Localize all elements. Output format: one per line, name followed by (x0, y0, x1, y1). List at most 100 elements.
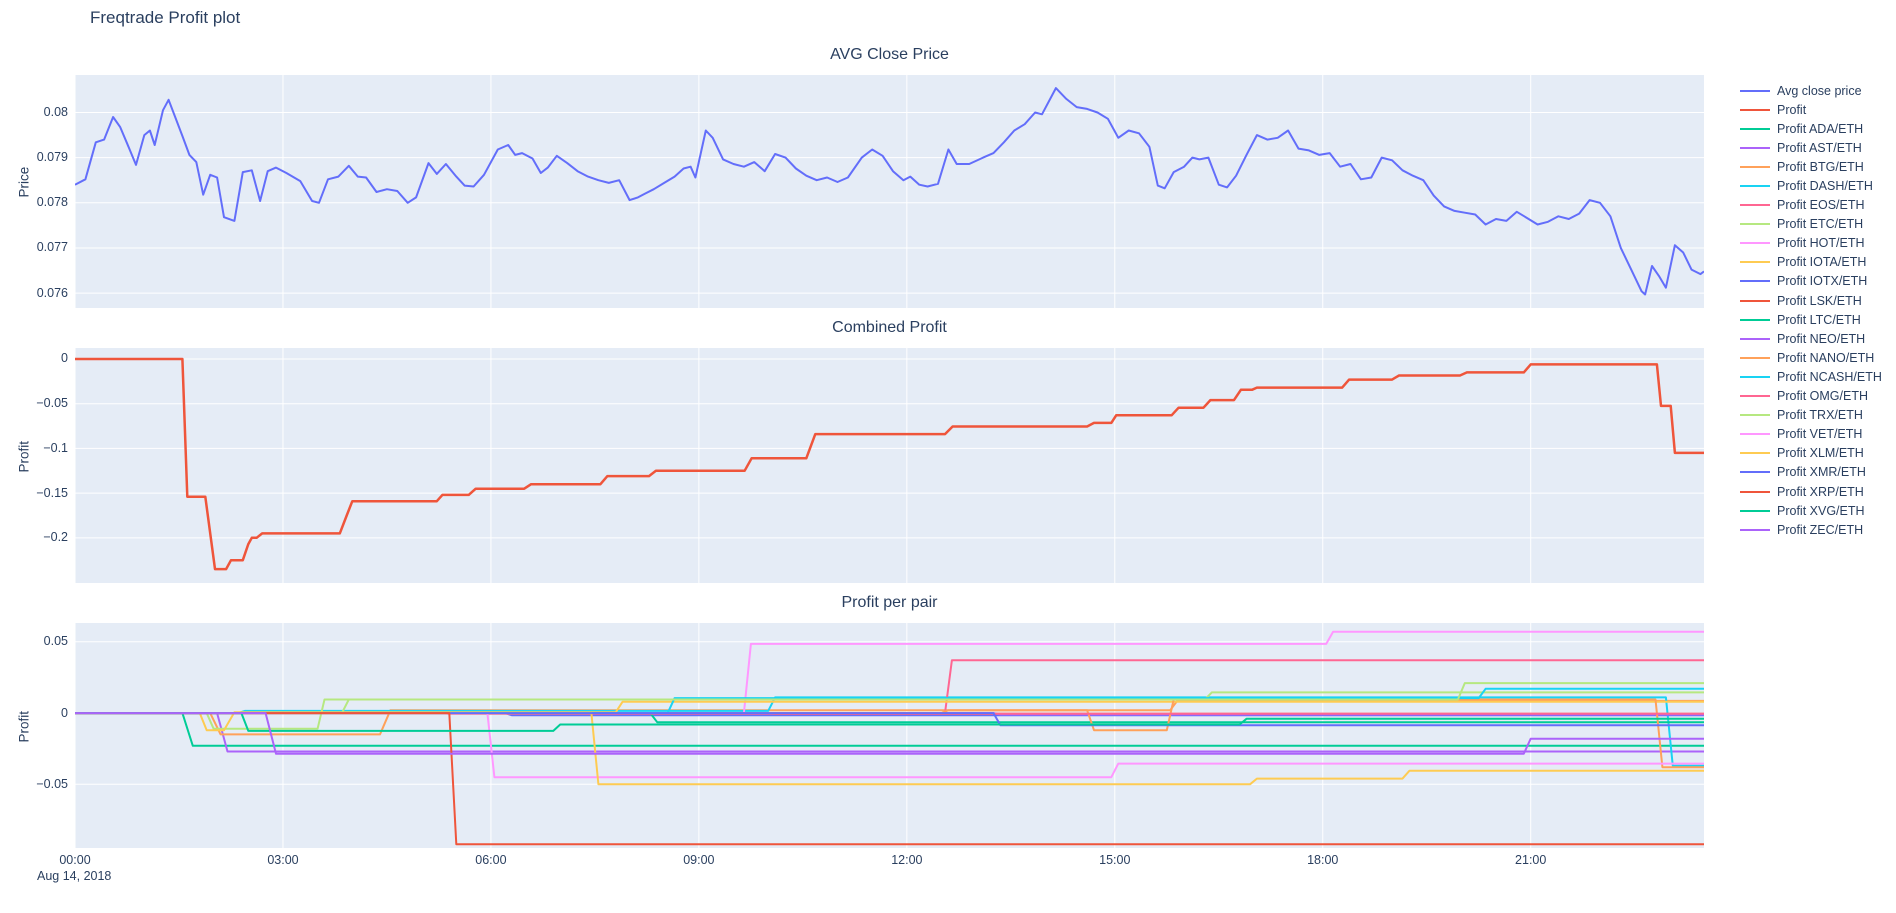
legend-line-swatch (1740, 433, 1770, 436)
legend-line-swatch (1740, 280, 1770, 283)
legend-item-profit-omg-eth[interactable]: Profit OMG/ETH (1740, 387, 1882, 406)
legend-line-swatch (1740, 89, 1770, 92)
legend-line-swatch (1740, 108, 1770, 111)
legend-item-profit-nano-eth[interactable]: Profit NANO/ETH (1740, 348, 1882, 367)
series-profit[interactable] (75, 357, 1704, 571)
plot-background (75, 348, 1704, 583)
y-tick-label: 0.08 (43, 104, 68, 119)
legend-item-profit-neo-eth[interactable]: Profit NEO/ETH (1740, 329, 1882, 348)
legend-line-swatch (1740, 146, 1770, 149)
legend-label: Profit DASH/ETH (1777, 179, 1873, 194)
x-tick-label: 00:00 (59, 853, 91, 867)
y-tick-label: −0.15 (36, 485, 68, 500)
legend-label: Profit ETC/ETH (1777, 217, 1864, 232)
legend: Avg close price Profit Profit ADA/ETH Profi… (1740, 81, 1882, 539)
legend-item-profit-vet-eth[interactable]: Profit VET/ETH (1740, 425, 1882, 444)
legend-item-profit-xvg-eth[interactable]: Profit XVG/ETH (1740, 501, 1882, 520)
subplot-title-profit-per-pair: Profit per pair (841, 594, 938, 611)
legend-item-profit-btg-eth[interactable]: Profit BTG/ETH (1740, 157, 1882, 176)
x-tick-label: 18:00 (1307, 853, 1339, 867)
y-tick-label: −0.05 (36, 396, 68, 411)
series-profit-iota-eth[interactable] (75, 700, 1704, 732)
legend-line-swatch (1740, 395, 1770, 398)
combined-profit-plot-area[interactable] (75, 348, 1704, 583)
y-tick-label: 0.078 (36, 195, 68, 210)
series-profit-nano-eth[interactable] (75, 698, 1704, 769)
legend-label: Profit XMR/ETH (1777, 465, 1866, 480)
legend-label: Profit XRP/ETH (1777, 484, 1864, 499)
legend-item-profit-iota-eth[interactable]: Profit IOTA/ETH (1740, 253, 1882, 272)
y-tick-label: 0 (61, 351, 68, 366)
legend-label: Profit NCASH/ETH (1777, 369, 1882, 384)
x-tick-label: 09:00 (683, 853, 715, 867)
legend-line-swatch (1740, 223, 1770, 226)
series-avg-close-price[interactable] (75, 87, 1704, 296)
legend-item-profit-ast-eth[interactable]: Profit AST/ETH (1740, 138, 1882, 157)
legend-line-swatch (1740, 204, 1770, 207)
avg-close-price-plot-area[interactable] (75, 75, 1704, 308)
legend-line-swatch (1740, 375, 1770, 378)
legend-item-profit-etc-eth[interactable]: Profit ETC/ETH (1740, 215, 1882, 234)
subplot-title-avg-close-price: AVG Close Price (830, 46, 949, 63)
y-tick-label: 0.076 (36, 285, 68, 300)
legend-line-swatch (1740, 452, 1770, 455)
legend-label: Profit AST/ETH (1777, 140, 1862, 155)
y-tick-label: 0.079 (36, 150, 68, 165)
legend-item-profit-xlm-eth[interactable]: Profit XLM/ETH (1740, 444, 1882, 463)
legend-item-profit-zec-eth[interactable]: Profit ZEC/ETH (1740, 520, 1882, 539)
legend-line-swatch (1740, 127, 1770, 130)
y-tick-label: 0.077 (36, 240, 68, 255)
legend-label: Profit EOS/ETH (1777, 198, 1865, 213)
legend-item-profit-xrp-eth[interactable]: Profit XRP/ETH (1740, 482, 1882, 501)
legend-label: Profit OMG/ETH (1777, 389, 1868, 404)
legend-label: Profit LSK/ETH (1777, 293, 1862, 308)
legend-line-swatch (1740, 414, 1770, 417)
legend-label: Profit VET/ETH (1777, 427, 1863, 442)
legend-item-profit-hot-eth[interactable]: Profit HOT/ETH (1740, 234, 1882, 253)
series-profit-zec-eth[interactable] (75, 712, 1704, 755)
y-axis-label-profit-1: Profit (16, 440, 32, 473)
legend-line-swatch (1740, 490, 1770, 493)
x-axis-date-label: Aug 14, 2018 (37, 869, 112, 883)
legend-item-profit-eos-eth[interactable]: Profit EOS/ETH (1740, 196, 1882, 215)
legend-line-swatch (1740, 185, 1770, 188)
series-profit-xmr-eth[interactable] (75, 712, 1704, 727)
legend-line-swatch (1740, 528, 1770, 531)
legend-item-profit-lsk-eth[interactable]: Profit LSK/ETH (1740, 291, 1882, 310)
legend-item-profit-ncash-eth[interactable]: Profit NCASH/ETH (1740, 367, 1882, 386)
legend-label: Profit XLM/ETH (1777, 446, 1864, 461)
legend-item-profit-iotx-eth[interactable]: Profit IOTX/ETH (1740, 272, 1882, 291)
legend-label: Profit LTC/ETH (1777, 312, 1861, 327)
plot-background (75, 623, 1704, 848)
legend-item-profit-ltc-eth[interactable]: Profit LTC/ETH (1740, 310, 1882, 329)
legend-item-profit-trx-eth[interactable]: Profit TRX/ETH (1740, 406, 1882, 425)
legend-item-profit-ada-eth[interactable]: Profit ADA/ETH (1740, 119, 1882, 138)
y-tick-label: −0.1 (43, 440, 68, 455)
legend-label: Profit XVG/ETH (1777, 503, 1865, 518)
legend-line-swatch (1740, 471, 1770, 474)
plot-background (75, 75, 1704, 308)
legend-line-swatch (1740, 509, 1770, 512)
subplot-title-combined-profit: Combined Profit (832, 319, 947, 336)
legend-label: Profit NEO/ETH (1777, 331, 1866, 346)
legend-label: Profit ZEC/ETH (1777, 522, 1864, 537)
y-tick-label: −0.2 (43, 530, 68, 545)
legend-item-profit-dash-eth[interactable]: Profit DASH/ETH (1740, 176, 1882, 195)
y-tick-label: −0.05 (36, 776, 68, 791)
legend-label: Profit HOT/ETH (1777, 236, 1865, 251)
x-tick-label: 06:00 (475, 853, 507, 867)
legend-label: Profit TRX/ETH (1777, 408, 1863, 423)
legend-item-profit[interactable]: Profit (1740, 100, 1882, 119)
legend-label: Avg close price (1777, 83, 1862, 98)
y-tick-label: 0.05 (43, 634, 68, 649)
series-profit-xvg-eth[interactable] (75, 712, 1704, 732)
legend-line-swatch (1740, 165, 1770, 168)
legend-label: Profit BTG/ETH (1777, 159, 1864, 174)
legend-line-swatch (1740, 299, 1770, 302)
profit-per-pair-plot-area[interactable] (75, 623, 1704, 848)
figure-title: Freqtrade Profit plot (90, 8, 241, 27)
legend-item-avg-close-price[interactable]: Avg close price (1740, 81, 1882, 100)
legend-item-profit-xmr-eth[interactable]: Profit XMR/ETH (1740, 463, 1882, 482)
legend-label: Profit ADA/ETH (1777, 121, 1864, 136)
